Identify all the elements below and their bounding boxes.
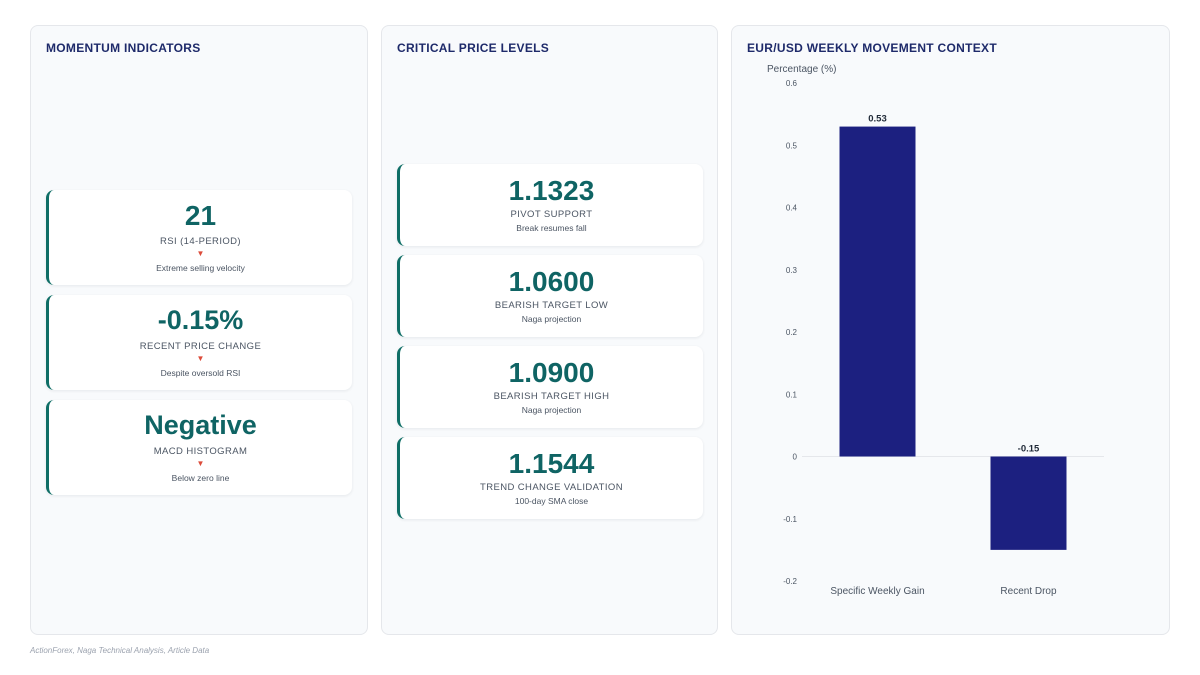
price-change-label: RECENT PRICE CHANGE xyxy=(139,341,262,352)
rsi-value: 21 xyxy=(184,200,217,231)
y-axis-title: Percentage (%) xyxy=(767,64,836,75)
price-change-note: Despite oversold RSI xyxy=(160,368,241,378)
trend-change-label: TREND CHANGE VALIDATION xyxy=(480,482,623,493)
bar-chart: Percentage (%) -0.2 -0.1 0 0.1 0.2 0.3 0.4 0.5 0… xyxy=(767,64,1104,597)
bearish-target-low-value: 1.0600 xyxy=(508,266,595,297)
y-tick-label: 0.5 xyxy=(786,141,798,150)
pivot-support-card: 1.1323 PIVOT SUPPORT Break resumes fall xyxy=(397,164,703,246)
price-levels-panel-title: CRITICAL PRICE LEVELS xyxy=(397,41,550,55)
rsi-note: Extreme selling velocity xyxy=(156,263,245,273)
pivot-support-note: Break resumes fall xyxy=(516,223,587,233)
bar-data-label: 0.53 xyxy=(868,114,887,125)
y-tick-label: -0.2 xyxy=(783,577,797,586)
trend-change-note: 100-day SMA close xyxy=(514,496,589,506)
down-arrow-icon: ▼ xyxy=(196,249,205,258)
macd-value: Negative xyxy=(144,410,257,440)
y-tick-label: 0.4 xyxy=(786,204,798,213)
bearish-target-low-label: BEARISH TARGET LOW xyxy=(494,300,609,311)
pivot-support-value: 1.1323 xyxy=(508,175,595,206)
macd-note: Below zero line xyxy=(171,473,230,483)
macd-card: Negative MACD HISTOGRAM ▼ Below zero lin… xyxy=(46,400,352,495)
pivot-support-label: PIVOT SUPPORT xyxy=(510,209,593,220)
x-category-label: Recent Drop xyxy=(1000,586,1057,597)
chart-title: EUR/USD WEEKLY MOVEMENT CONTEXT xyxy=(747,41,997,55)
x-category-label: Specific Weekly Gain xyxy=(830,586,924,597)
momentum-panel: MOMENTUM INDICATORS 21 RSI (14-PERIOD) ▼… xyxy=(30,25,368,635)
price-levels-panel: CRITICAL PRICE LEVELS 1.1323 PIVOT SUPPO… xyxy=(381,25,718,635)
macd-label: MACD HISTOGRAM xyxy=(153,446,248,457)
y-tick-label: 0.6 xyxy=(786,79,798,88)
y-tick-label: 0.3 xyxy=(786,266,798,275)
trend-change-value: 1.1544 xyxy=(508,448,595,479)
momentum-panel-title: MOMENTUM INDICATORS xyxy=(46,41,201,55)
bar-data-label: -0.15 xyxy=(1018,444,1040,455)
rsi-label: RSI (14-PERIOD) xyxy=(160,236,241,247)
bearish-target-high-note: Naga projection xyxy=(521,405,582,415)
down-arrow-icon: ▼ xyxy=(196,459,205,468)
bearish-target-high-label: BEARISH TARGET HIGH xyxy=(493,391,610,402)
rsi-card: 21 RSI (14-PERIOD) ▼ Extreme selling vel… xyxy=(46,190,352,285)
y-tick-label: 0 xyxy=(793,453,798,462)
y-tick-label: 0.1 xyxy=(786,390,798,399)
price-change-value: -0.15% xyxy=(157,305,244,335)
down-arrow-icon: ▼ xyxy=(196,354,205,363)
bearish-target-low-note: Naga projection xyxy=(521,314,582,324)
y-tick-label: 0.2 xyxy=(786,328,798,337)
source-note: ActionForex, Naga Technical Analysis, Ar… xyxy=(30,646,210,655)
bearish-target-high-card: 1.0900 BEARISH TARGET HIGH Naga projecti… xyxy=(397,346,703,428)
bearish-target-low-card: 1.0600 BEARISH TARGET LOW Naga projectio… xyxy=(397,255,703,337)
trend-change-card: 1.1544 TREND CHANGE VALIDATION 100-day S… xyxy=(397,437,703,519)
price-change-card: -0.15% RECENT PRICE CHANGE ▼ Despite ove… xyxy=(46,295,352,390)
y-tick-label: -0.1 xyxy=(783,515,797,524)
bar xyxy=(839,126,916,457)
bar xyxy=(990,456,1067,550)
weekly-movement-panel: EUR/USD WEEKLY MOVEMENT CONTEXT Percenta… xyxy=(731,25,1170,635)
bearish-target-high-value: 1.0900 xyxy=(508,357,595,388)
